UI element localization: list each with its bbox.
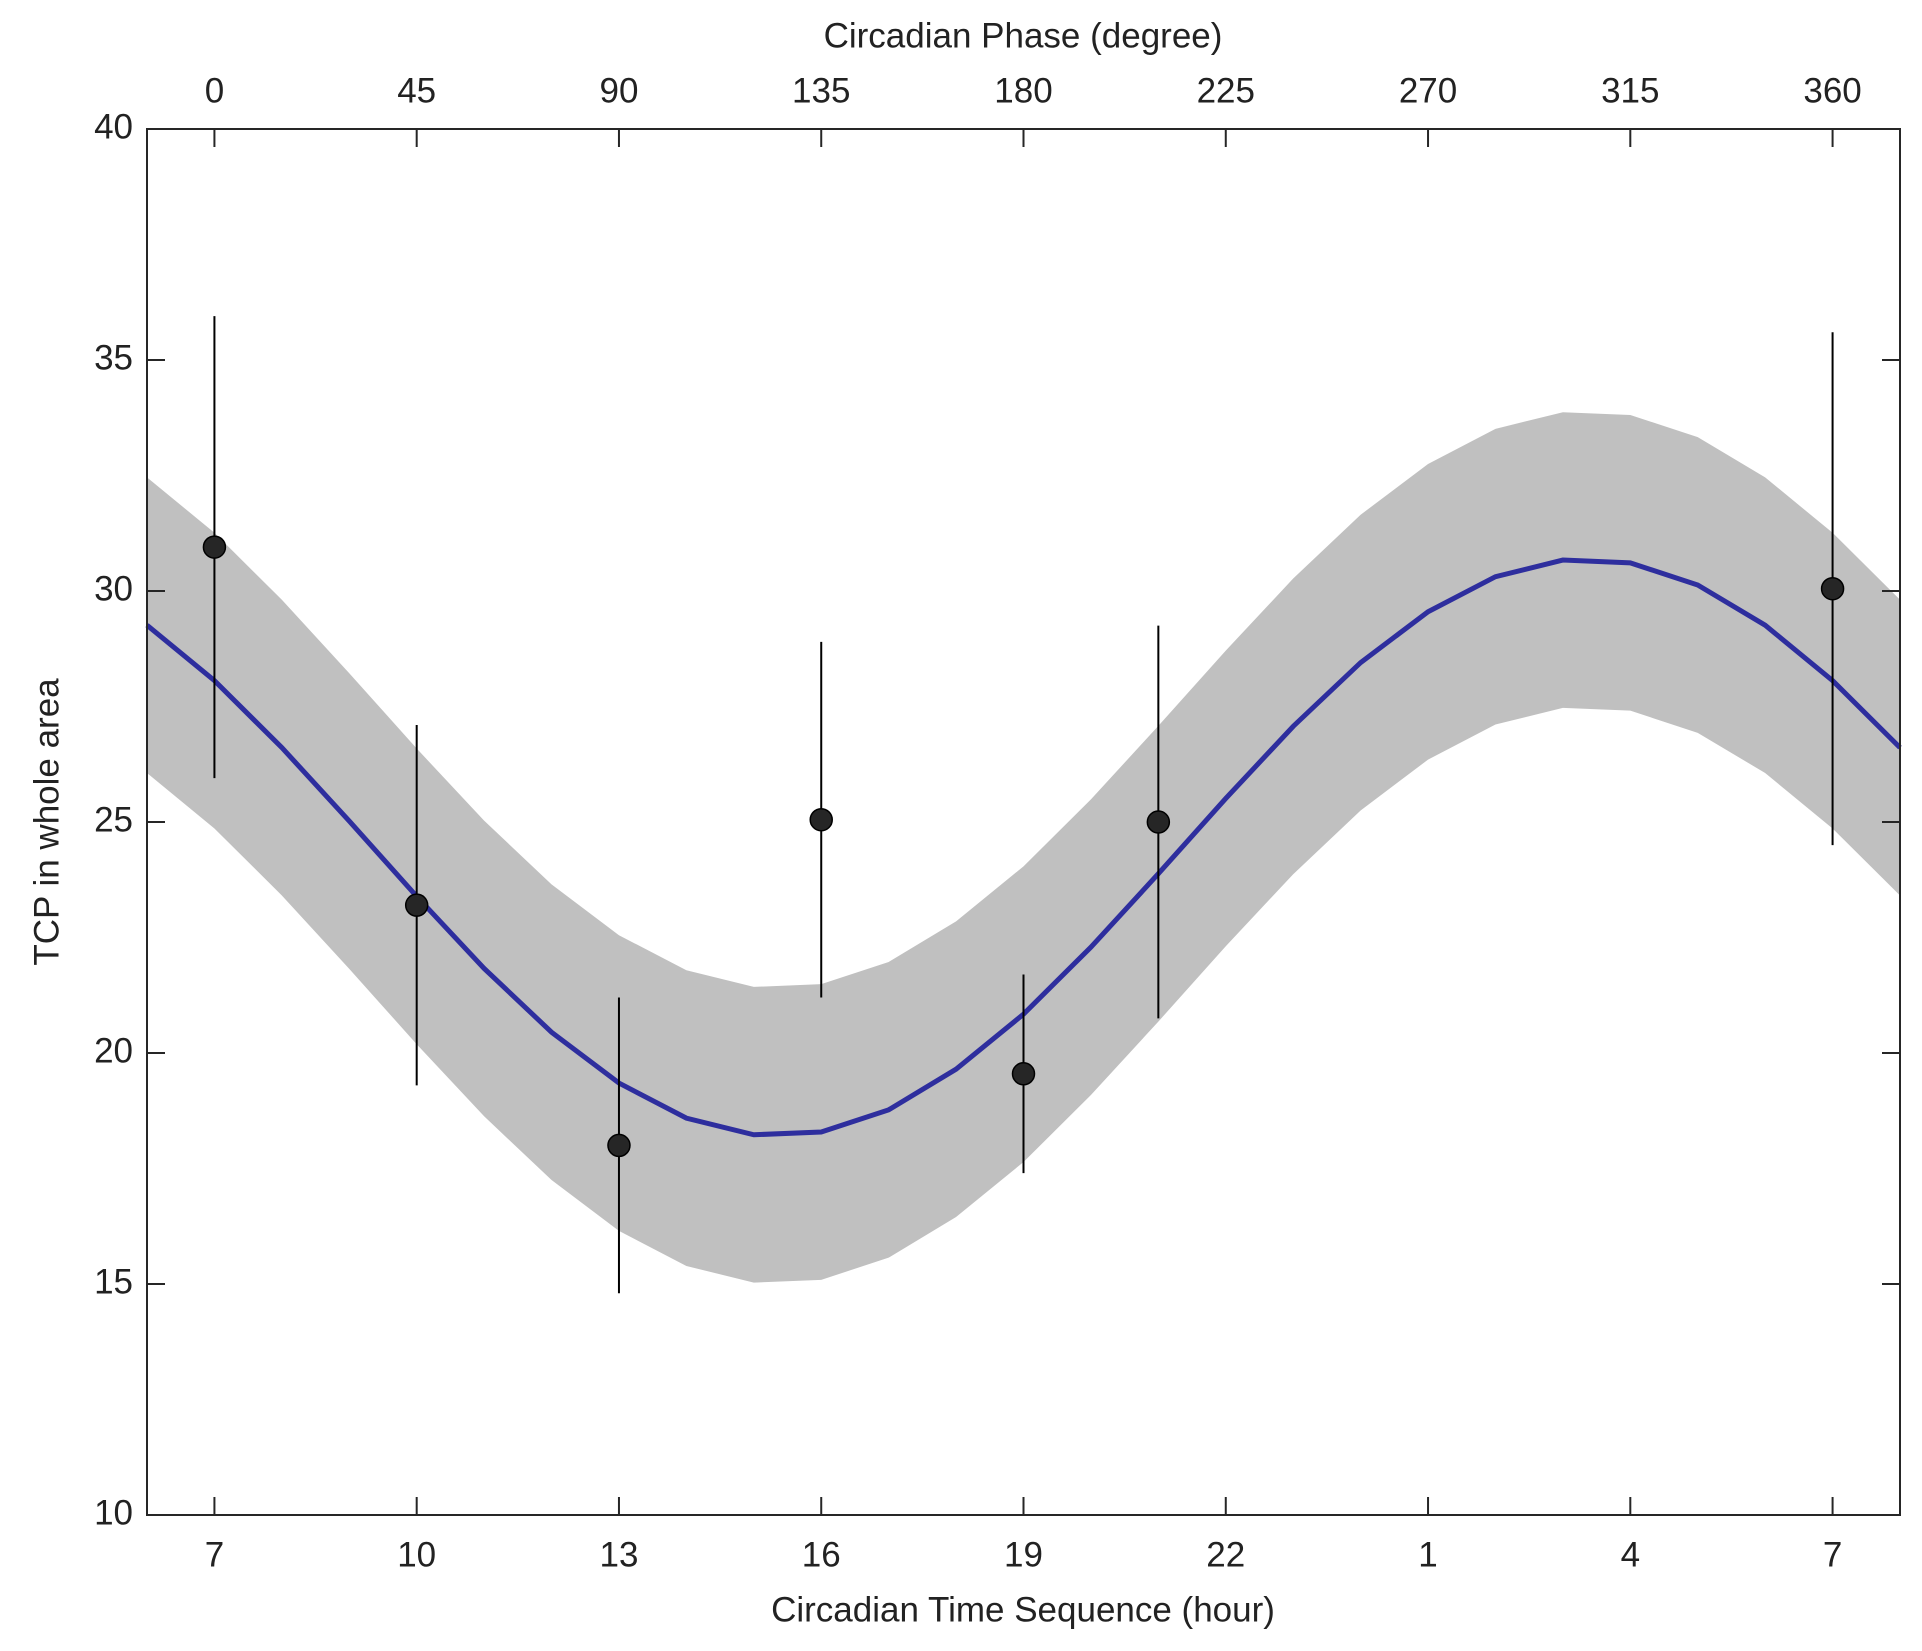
y-tick-label: 25 [94, 800, 133, 839]
y-tick-label: 35 [94, 338, 133, 377]
x-tick-label: 22 [1206, 1535, 1245, 1574]
data-point [1820, 576, 1845, 601]
data-point [809, 807, 833, 832]
y-tick-label: 40 [94, 107, 133, 146]
x2-tick-label: 90 [599, 71, 638, 110]
x-tick-label: 10 [397, 1535, 436, 1574]
y-tick-label: 30 [94, 569, 133, 608]
x2-tick-label: 45 [397, 71, 436, 110]
x-tick-label: 16 [802, 1535, 841, 1574]
x-tick-label: 7 [205, 1535, 224, 1574]
x-tick-label: 13 [599, 1535, 638, 1574]
data-point [404, 893, 429, 917]
x2-tick-label: 135 [792, 71, 850, 110]
y-tick-label: 20 [94, 1031, 133, 1070]
x2-tick-label: 360 [1803, 71, 1861, 110]
x2-tick-label: 0 [205, 71, 224, 110]
x-tick-label: 7 [1823, 1535, 1842, 1574]
data-point [202, 535, 227, 559]
x-tick-label: 4 [1621, 1535, 1640, 1574]
x2-tick-label: 270 [1399, 71, 1457, 110]
data-point [1146, 810, 1171, 834]
data-point [607, 1133, 631, 1158]
x2-tick-label: 180 [994, 71, 1052, 110]
x2-axis-label: Circadian Phase (degree) [824, 16, 1223, 55]
y-axis-label: TCP in whole area [27, 678, 66, 966]
x-axis-label: Circadian Time Sequence (hour) [771, 1590, 1275, 1629]
confidence-band [147, 412, 1900, 1283]
x-tick-label: 1 [1418, 1535, 1437, 1574]
x-tick-label: 19 [1004, 1535, 1043, 1574]
data-point [1011, 1062, 1036, 1086]
x2-tick-label: 225 [1197, 71, 1255, 110]
x2-tick-label: 315 [1601, 71, 1659, 110]
y-tick-label: 10 [94, 1493, 133, 1532]
y-tick-label: 15 [94, 1262, 133, 1301]
